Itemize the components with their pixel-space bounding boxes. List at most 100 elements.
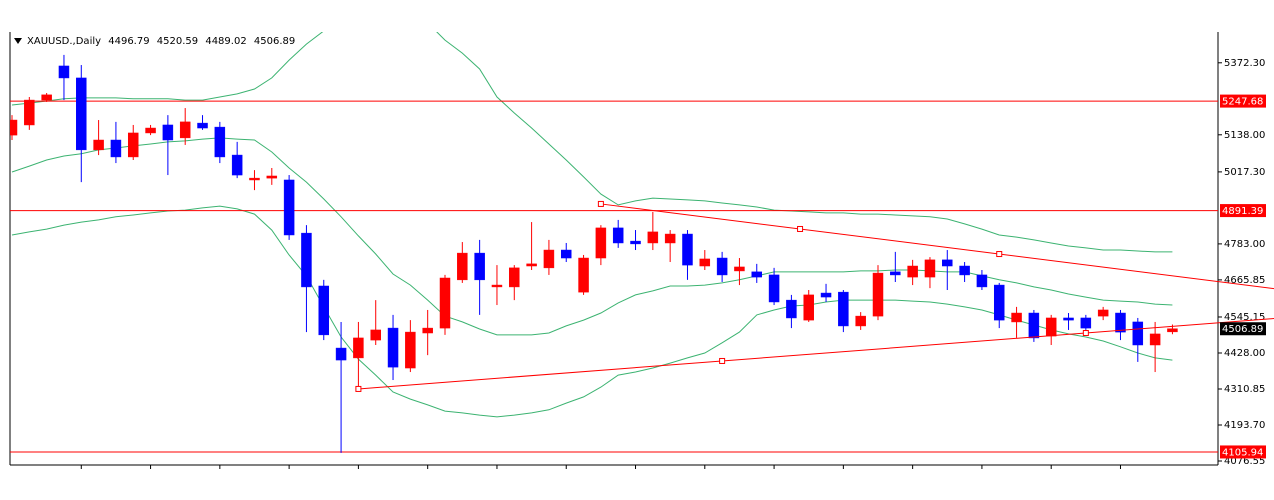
candle-body	[1011, 312, 1022, 323]
candle-body	[1115, 312, 1126, 333]
candle-body	[768, 274, 780, 303]
candle-body	[491, 284, 503, 288]
y-tick-label: 4428.00	[1224, 348, 1265, 359]
header-high: 4520.59	[157, 36, 198, 47]
overlay: 5372.30 5138.00 5017.30 4783.00 4665.85 4545.…	[80, 58, 1274, 469]
candle-body	[335, 347, 347, 361]
candle-body	[110, 139, 122, 158]
trendline-handle	[719, 357, 726, 364]
candle-body	[197, 122, 208, 129]
trendline-handle	[355, 385, 362, 392]
candle-body	[1080, 317, 1092, 329]
candle-body	[1045, 317, 1057, 337]
candle-body	[249, 177, 260, 181]
candle-body	[803, 294, 814, 321]
bollinger-band	[11, 205, 1173, 418]
candle-body	[231, 154, 243, 176]
candle-body	[959, 265, 970, 276]
menu-triangle[interactable]	[14, 38, 22, 44]
candle-body	[127, 132, 139, 158]
candle-body	[1167, 328, 1178, 333]
candle-body	[560, 249, 572, 259]
level-label-box	[1220, 94, 1266, 108]
trendline-handle	[797, 225, 804, 232]
candle-body	[214, 126, 226, 158]
candle-body	[907, 265, 918, 278]
candle-body	[838, 291, 849, 327]
candle-body	[179, 121, 191, 139]
candle-body	[301, 232, 312, 288]
candle-body	[855, 315, 866, 327]
candle-body	[93, 139, 104, 151]
candle-body	[942, 259, 953, 267]
candle-body	[422, 327, 433, 334]
trendline	[358, 318, 1274, 390]
header-low: 4489.02	[205, 36, 246, 47]
candle-body	[58, 65, 70, 79]
y-tick-label: 4665.85	[1224, 275, 1265, 286]
candle-body	[526, 263, 537, 267]
y-tick-label: 5138.00	[1224, 130, 1265, 141]
candle-body	[474, 252, 485, 281]
candle-body	[699, 258, 711, 267]
level-label: 4105.94	[1222, 447, 1263, 458]
y-tick-label: 4076.55	[1224, 456, 1265, 467]
candle-body	[993, 284, 1005, 321]
y-tick-label: 4545.15	[1224, 312, 1265, 323]
candle-body	[578, 257, 589, 293]
candle-body	[820, 292, 832, 298]
candle-body	[1132, 321, 1144, 346]
candle-body	[41, 94, 52, 101]
candle-body	[387, 327, 399, 368]
candle-body	[457, 252, 468, 281]
candle-body	[924, 259, 936, 278]
candle-body	[318, 285, 330, 336]
candle-body	[509, 267, 520, 288]
header-open: 4496.79	[108, 36, 149, 47]
chart-header: XAUUSD.,Daily 4496.79 4520.59 4489.02 45…	[27, 36, 295, 47]
bollinger-band	[11, 32, 1173, 253]
candle-body	[664, 233, 676, 244]
candle-body	[1097, 309, 1109, 317]
candle-body	[76, 77, 87, 151]
current-price-label: 4506.89	[1222, 324, 1263, 335]
candle-body	[612, 227, 624, 244]
candle-body	[647, 231, 659, 244]
candle-body	[1063, 317, 1074, 321]
level-label: 4891.39	[1222, 206, 1263, 217]
candle-body	[353, 337, 364, 359]
level-label: 5247.68	[1222, 97, 1263, 108]
candle-body	[734, 266, 745, 272]
y-tick-label: 4783.00	[1224, 239, 1265, 250]
y-tick-label: 4193.70	[1224, 420, 1265, 431]
trendline	[600, 203, 1274, 290]
level-label-box	[1220, 445, 1266, 459]
candle-body	[266, 175, 278, 179]
candle-body	[595, 227, 607, 259]
candle-body	[370, 329, 381, 341]
candle-body	[543, 249, 555, 269]
candle-body	[439, 277, 451, 329]
candle-body	[145, 127, 156, 134]
candle-body	[716, 257, 728, 276]
candle-body	[283, 179, 295, 236]
candle-body	[890, 271, 901, 276]
candle-body	[751, 271, 763, 278]
candle-body	[630, 240, 641, 245]
candle-body	[976, 274, 988, 288]
current-price-box	[1220, 322, 1266, 336]
plot-area	[10, 32, 1218, 453]
trendline-handle	[597, 200, 604, 207]
candle-body	[1028, 312, 1040, 339]
candle-body	[682, 233, 693, 266]
trendline-handle	[1082, 330, 1089, 337]
candle-body	[1149, 333, 1161, 346]
candle-body	[872, 272, 884, 317]
y-tick-label: 5372.30	[1224, 58, 1265, 69]
candle-body	[405, 331, 416, 369]
symbol-title: XAUUSD.,Daily	[27, 36, 101, 47]
candle-body	[10, 119, 18, 136]
